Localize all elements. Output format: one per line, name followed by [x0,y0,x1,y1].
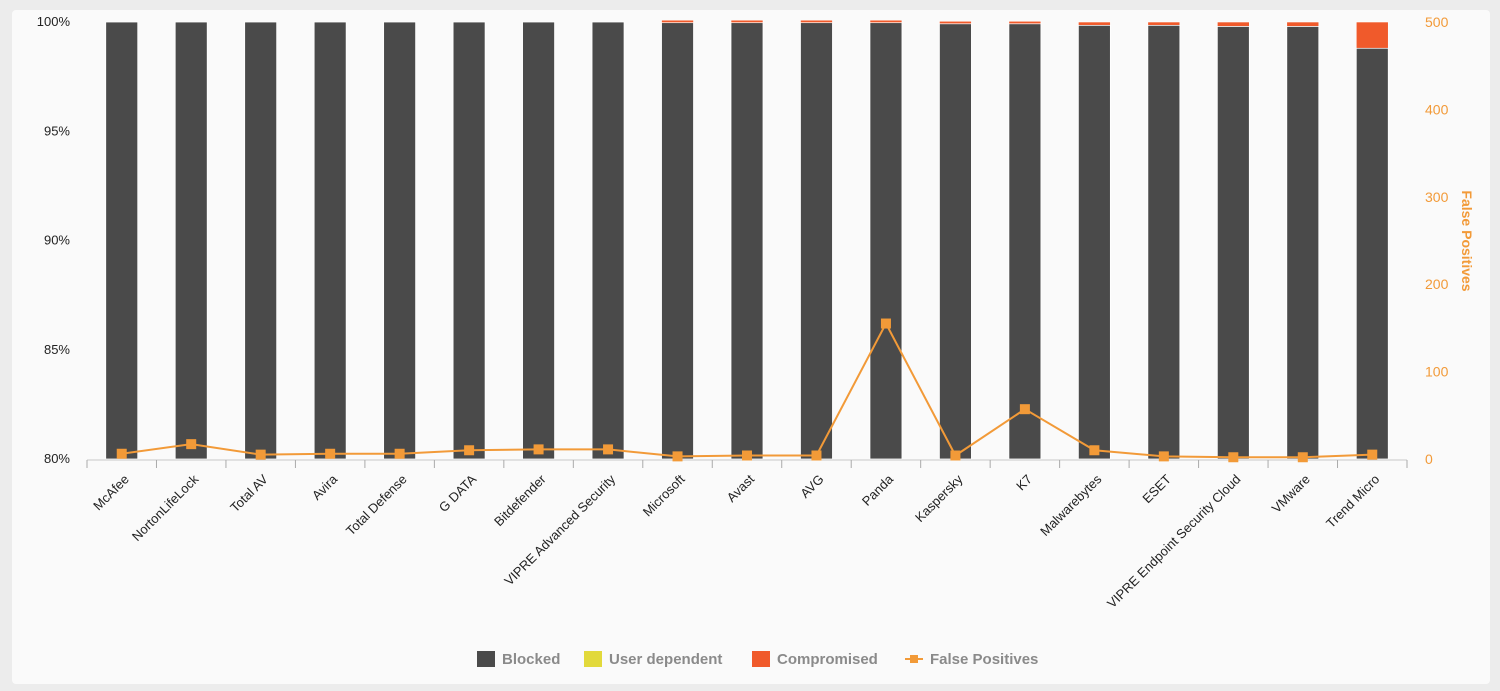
false-positives-point [603,444,614,455]
x-category-label: NortonLifeLock [129,471,202,544]
false-positives-point [186,439,197,450]
x-category-label: Avast [724,471,758,505]
false-positives-point [116,448,127,459]
legend-swatch [752,651,770,667]
bar-blocked [800,22,833,460]
bar-compromised [939,20,972,25]
y-right-tick-label: 200 [1425,276,1449,292]
y-right-axis-title: False Positives [1459,190,1475,291]
y-right-tick-label: 300 [1425,189,1449,205]
y-right-tick-label: 0 [1425,451,1433,467]
bar-blocked [1077,24,1111,460]
legend-swatch [584,651,602,667]
false-positives-point [950,450,961,461]
bar-compromised [1008,20,1042,25]
x-category-label: Microsoft [640,471,688,519]
false-positives-point [1228,452,1239,463]
false-positives-point [394,448,405,459]
legend-line-marker [910,655,918,663]
y-left-tick-label: 90% [44,233,70,248]
x-category-label: Malwarebytes [1037,471,1105,539]
bar-blocked [939,23,972,460]
y-left-tick-label: 85% [44,342,70,357]
x-category-label: Avira [309,471,341,503]
false-positives-point [742,450,752,461]
bar-blocked [1355,47,1389,460]
bar-compromised [1286,21,1320,27]
x-category-label: McAfee [90,472,132,514]
false-positives-point [1367,449,1378,460]
bar-blocked [313,21,347,460]
false-positives-point [1297,452,1308,463]
false-positives-point [672,451,683,462]
legend-label: False Positives [930,651,1038,668]
bar-blocked [452,21,486,460]
bar-compromised [869,19,903,23]
bar-blocked [1286,25,1320,460]
y-left-tick-label: 100% [37,14,71,29]
x-category-label: G DATA [436,471,480,515]
x-category-label: VIPRE Endpoint Security Cloud [1104,472,1243,611]
false-positives-point [1158,451,1169,462]
bar-compromised [730,19,764,23]
bar-blocked [730,22,764,460]
x-category-label: Bitdefender [491,471,549,529]
x-category-label: Total AV [227,471,271,515]
false-positives-point [880,318,891,329]
false-positives-point [255,449,266,460]
y-left-tick-label: 95% [44,123,70,138]
y-right-tick-label: 100 [1425,364,1449,380]
bar-compromised [1355,21,1389,49]
x-category-label: ESET [1139,471,1174,506]
bar-blocked [1216,25,1250,460]
x-category-label: Kaspersky [912,471,966,525]
bar-compromised [1147,21,1181,26]
legend-label: Blocked [502,651,560,668]
legend-label: User dependent [609,651,722,668]
y-right-tick-label: 500 [1425,14,1449,30]
x-category-label: Panda [859,471,897,509]
bar-compromised [661,19,694,23]
bar-compromised [1078,21,1111,26]
legend-label: Compromised [777,651,878,668]
bar-blocked [174,21,208,460]
bar-blocked [869,22,903,460]
bar-blocked [661,22,694,460]
y-right-tick-label: 400 [1425,101,1449,117]
bar-blocked [522,21,555,460]
false-positives-point [1019,404,1030,415]
x-category-label: K7 [1013,472,1035,494]
legend-swatch [477,651,495,667]
bar-blocked [244,21,278,460]
bar-compromised [1217,21,1250,27]
bar-blocked [591,21,625,460]
bar-compromised [800,19,833,23]
x-category-label: Total Defense [343,472,410,539]
bar-blocked [1147,24,1181,460]
bar-blocked [383,21,417,460]
false-positives-point [1089,445,1100,456]
bar-blocked [105,21,139,460]
x-category-label: VMware [1269,472,1313,516]
x-category-label: Trend Micro [1323,472,1382,531]
false-positives-point [325,448,336,459]
false-positives-point [533,444,544,455]
x-category-label: AVG [797,472,826,501]
bar-blocked [1008,23,1042,460]
false-positives-point [811,450,822,461]
y-left-tick-label: 80% [44,451,70,466]
x-category-label: VIPRE Advanced Security [501,471,618,588]
false-positives-point [464,445,475,456]
